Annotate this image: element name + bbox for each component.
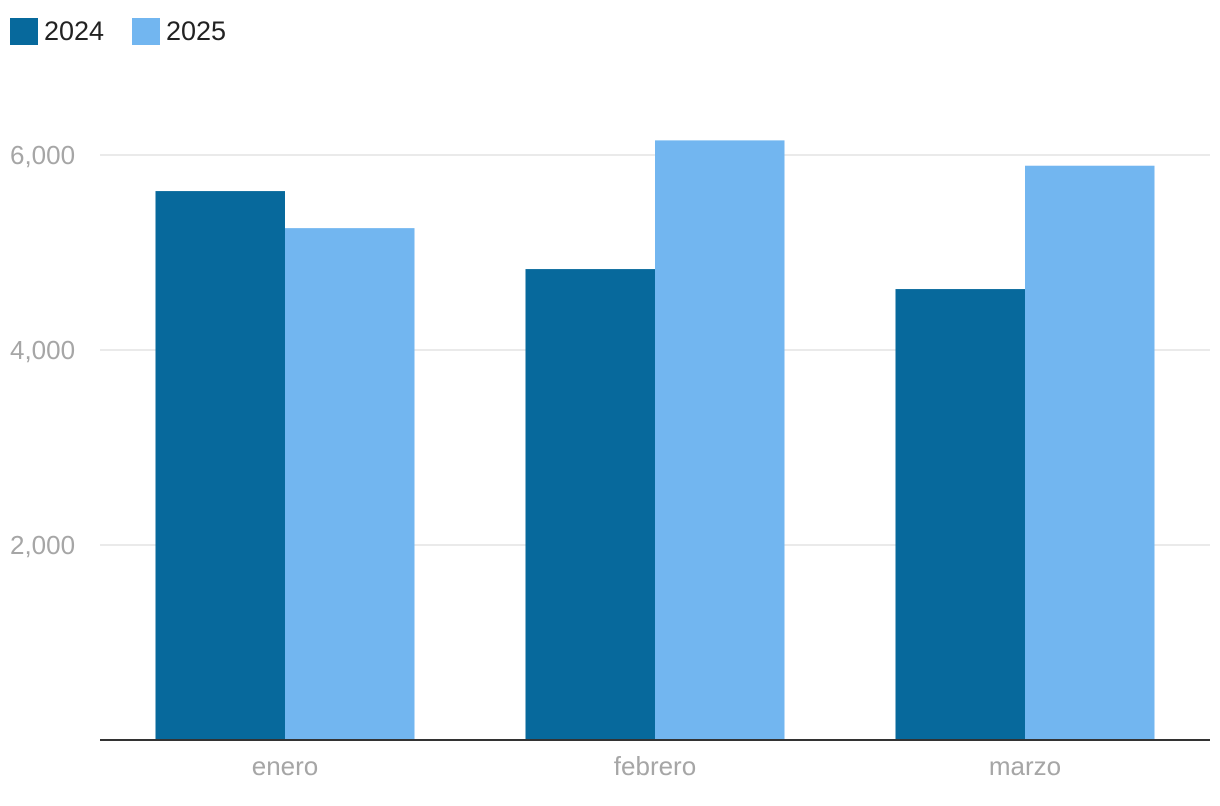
legend-swatch: [132, 18, 160, 45]
bar: [155, 191, 285, 740]
bar: [895, 289, 1025, 740]
y-tick-label: 4,000: [10, 335, 75, 365]
legend-label: 2025: [166, 16, 226, 46]
bar: [1025, 165, 1155, 741]
y-tick-label: 2,000: [10, 530, 75, 560]
legend-swatch: [10, 18, 38, 45]
x-tick-label: marzo: [989, 751, 1061, 781]
bar: [285, 228, 415, 740]
bar: [525, 269, 655, 740]
bar: [655, 140, 785, 740]
x-tick-label: enero: [252, 751, 319, 781]
y-tick-label: 6,000: [10, 140, 75, 170]
x-tick-label: febrero: [614, 751, 696, 781]
legend-label: 2024: [44, 16, 104, 46]
